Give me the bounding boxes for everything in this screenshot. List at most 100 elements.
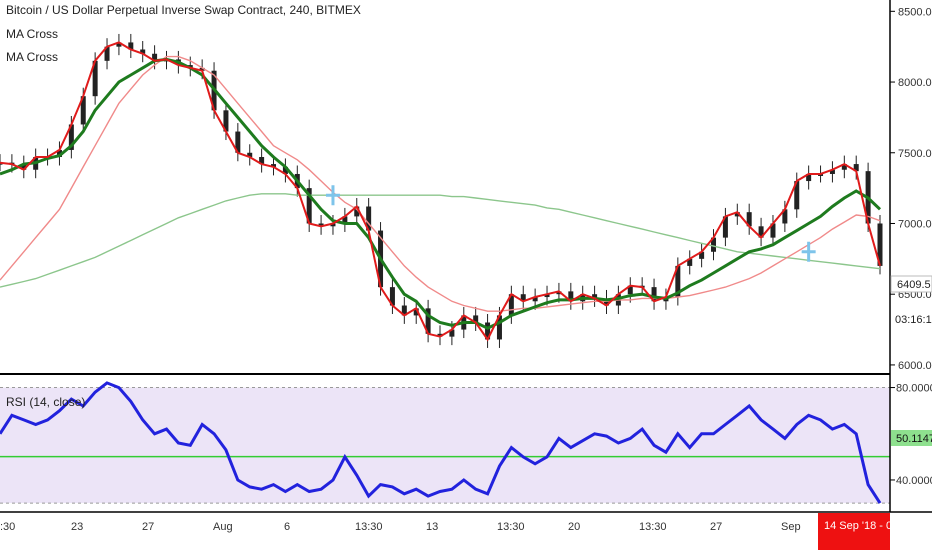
candle-body [508,294,514,316]
candle-body [80,96,86,125]
candle-body [342,216,348,224]
time-tick-label: Aug [213,521,233,533]
candle-body [318,223,324,227]
candle-body [425,308,431,334]
candle-body [366,206,372,231]
time-tick-label: Sep [781,521,801,533]
time-tick-label: 27 [142,521,154,533]
time-tick-label: 13:30 [355,521,383,533]
candle-body [199,67,205,71]
time-tick-label: 6 [284,521,290,533]
candle-body [651,287,657,302]
ma-cross-marker [801,241,816,262]
cross-markers [325,185,816,262]
candle-body [853,164,859,172]
candle-body [568,291,574,302]
candle-body [544,294,550,298]
candle-body [722,216,728,238]
candle-body [556,291,562,295]
time-tick-label: 13:30 [497,521,525,533]
candle-body [770,223,776,238]
candle-body [354,206,360,217]
price-tick-label: 8500.0 [898,6,932,18]
candle-body [687,258,693,266]
indicator-ma-cross-1[interactable]: MA Cross [6,27,59,41]
price-tick-label: 7500.0 [898,148,932,160]
current-time-value: 14 Sep '18 - 05:30 [824,520,914,532]
time-tick-label: :30 [0,521,15,533]
candle-body [437,333,443,337]
candle-body [401,305,407,316]
candle-body [449,329,455,337]
indicator-ma-cross-2[interactable]: MA Cross [6,50,59,64]
chart-title: Bitcoin / US Dollar Perpetual Inverse Sw… [6,3,361,17]
candle-body [496,315,502,340]
candle-body [877,223,883,266]
price-tick-label: 6000.0 [898,360,932,372]
price-pane[interactable] [0,33,883,348]
candle-body [520,294,526,302]
ema-mid-line [0,57,882,330]
ma-slow-red-line [0,55,881,312]
time-tick-label: 23 [71,521,83,533]
candle-body [152,53,158,61]
candle-body [235,131,241,153]
candle-body [532,297,538,302]
candle-body [116,42,122,47]
candle-body [140,49,146,54]
ema-fast-line [0,41,881,342]
current-time-tag: 14 Sep '18 - 05:30 [818,513,914,550]
rsi-band [0,387,890,504]
candle-body [592,294,598,299]
candle-body [841,164,847,170]
candle-body [56,149,62,158]
candle-body [699,251,705,259]
candle-body [247,152,253,158]
rsi-current-value: 50.1147 [896,433,932,445]
candle-body [806,173,812,182]
candle-body [282,166,288,174]
last-price-tag: 6409.5 [890,275,932,293]
candle-body [711,237,717,252]
candle-body [92,60,98,97]
candle-body [104,46,110,61]
candle-body [473,315,479,323]
candle-body [128,42,134,50]
candle-body [271,164,277,167]
candle-body [389,287,395,306]
ma-cross-marker [325,185,340,206]
candle-body [829,169,835,174]
rsi-pane[interactable] [0,381,890,504]
candle-body [794,181,800,210]
time-tick-label: 27 [710,521,722,533]
ma-slow-green-line [0,193,881,288]
rsi-tick-label: 40.0000 [896,475,932,487]
last-price-value: 6409.5 [897,279,931,291]
time-tick-label: 13:30 [639,521,667,533]
rsi-line [0,381,882,504]
time-tick-label: 20 [568,521,580,533]
price-tick-label: 8000.0 [898,77,932,89]
candle-body [330,223,336,227]
candle-body [734,212,740,217]
time-tick-label: 13 [426,521,438,533]
rsi-tick-label: 80.0000 [896,383,932,395]
bar-countdown: 03:16:16 [895,314,932,326]
price-tick-label: 7000.0 [898,218,932,230]
candle-body [485,322,491,340]
candle-body [223,110,229,132]
candle-body [306,188,312,224]
rsi-legend[interactable]: RSI (14, close) [6,395,86,409]
candle-body [675,265,681,298]
rsi-axis-ticks: 80.0000 40.0000 [890,383,932,487]
rsi-current-tag: 50.1147 [891,430,932,446]
candle-body [259,157,265,165]
candle-body [21,164,27,170]
candle-body [413,308,419,316]
candle-body [68,124,74,150]
candle-body [746,212,752,227]
candle-body [627,285,633,295]
candle-body [758,226,764,238]
candle-body [782,209,788,224]
